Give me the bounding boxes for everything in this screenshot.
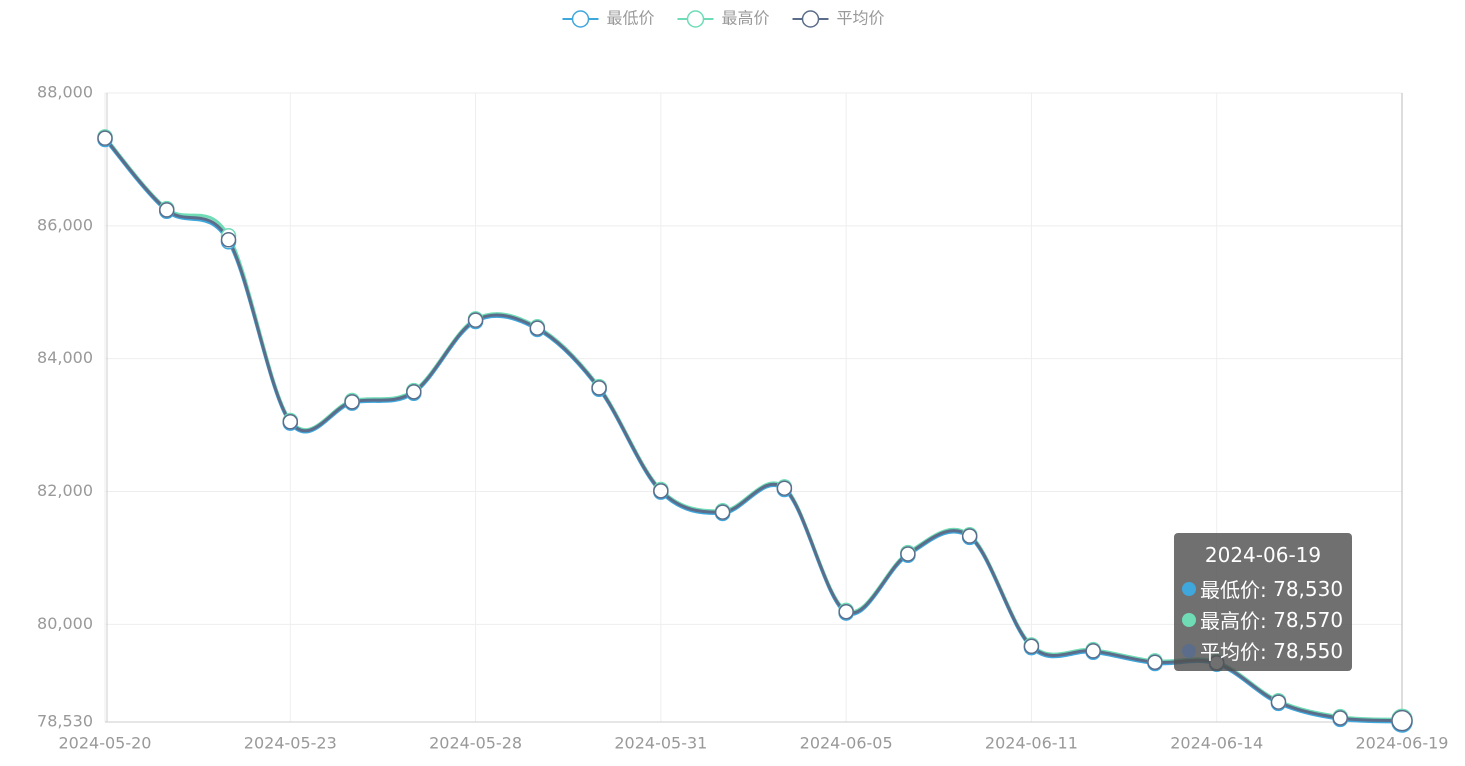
y-tick-label: 82,000: [37, 481, 93, 500]
tooltip-value: 78,550: [1273, 638, 1344, 663]
data-point: [1147, 654, 1163, 670]
y-tick-label: 86,000: [37, 215, 93, 234]
tooltip-row: 最高价78,570: [1182, 604, 1344, 635]
data-point: [838, 603, 854, 620]
data-point: [591, 380, 607, 396]
tooltip-dot: [1182, 643, 1196, 658]
data-point: [1391, 709, 1413, 732]
data-point: [220, 232, 237, 248]
tooltip: 2024-06-19最低价78,530最高价78,570平均价78,550: [1174, 533, 1352, 671]
data-point: [1270, 694, 1287, 710]
data-point: [653, 483, 669, 499]
data-point: [1023, 638, 1040, 655]
data-point: [529, 320, 546, 336]
data-point: [159, 202, 175, 218]
data-point: [776, 480, 793, 496]
data-point: [97, 130, 113, 146]
tooltip-row: 平均价78,550: [1182, 635, 1344, 666]
tooltip-dot: [1182, 581, 1196, 596]
y-tick-label: 78,530: [37, 712, 93, 731]
tooltip-title: 2024-06-19: [1204, 543, 1322, 567]
x-tick-label: 2024-06-14: [1170, 734, 1263, 753]
x-tick-label: 2024-06-05: [800, 734, 893, 753]
tooltip-series-name: 最高价: [1200, 605, 1273, 634]
data-point: [961, 528, 978, 544]
data-point: [900, 546, 916, 562]
data-point: [1085, 643, 1101, 659]
x-tick-label: 2024-05-28: [429, 734, 522, 753]
legend-label: 平均价: [837, 9, 885, 28]
data-point: [344, 394, 360, 410]
legend-label: 最高价: [722, 9, 770, 28]
data-point: [282, 414, 299, 430]
y-tick-label: 80,000: [37, 614, 93, 633]
y-tick-label: 84,000: [37, 348, 93, 367]
legend-marker: [571, 10, 590, 28]
data-point: [714, 504, 731, 520]
tooltip-row: 最低价78,530: [1182, 573, 1344, 604]
data-point: [1332, 710, 1348, 726]
x-tick-label: 2024-05-23: [244, 734, 337, 753]
x-tick-label: 2024-05-20: [59, 734, 152, 753]
tooltip-series-name: 最低价: [1200, 574, 1273, 603]
tooltip-dot: [1182, 612, 1196, 627]
legend-marker: [686, 10, 705, 28]
x-tick-label: 2024-05-31: [614, 734, 707, 753]
legend-marker: [801, 10, 820, 28]
data-point: [406, 384, 422, 400]
tooltip-value: 78,570: [1273, 607, 1344, 632]
x-tick-label: 2024-06-19: [1356, 734, 1449, 753]
tooltip-value: 78,530: [1273, 576, 1344, 601]
legend-label: 最低价: [607, 9, 655, 28]
data-point: [467, 312, 484, 328]
y-tick-label: 88,000: [37, 83, 93, 102]
tooltip-series-name: 平均价: [1200, 636, 1273, 665]
x-tick-label: 2024-06-11: [985, 734, 1078, 753]
